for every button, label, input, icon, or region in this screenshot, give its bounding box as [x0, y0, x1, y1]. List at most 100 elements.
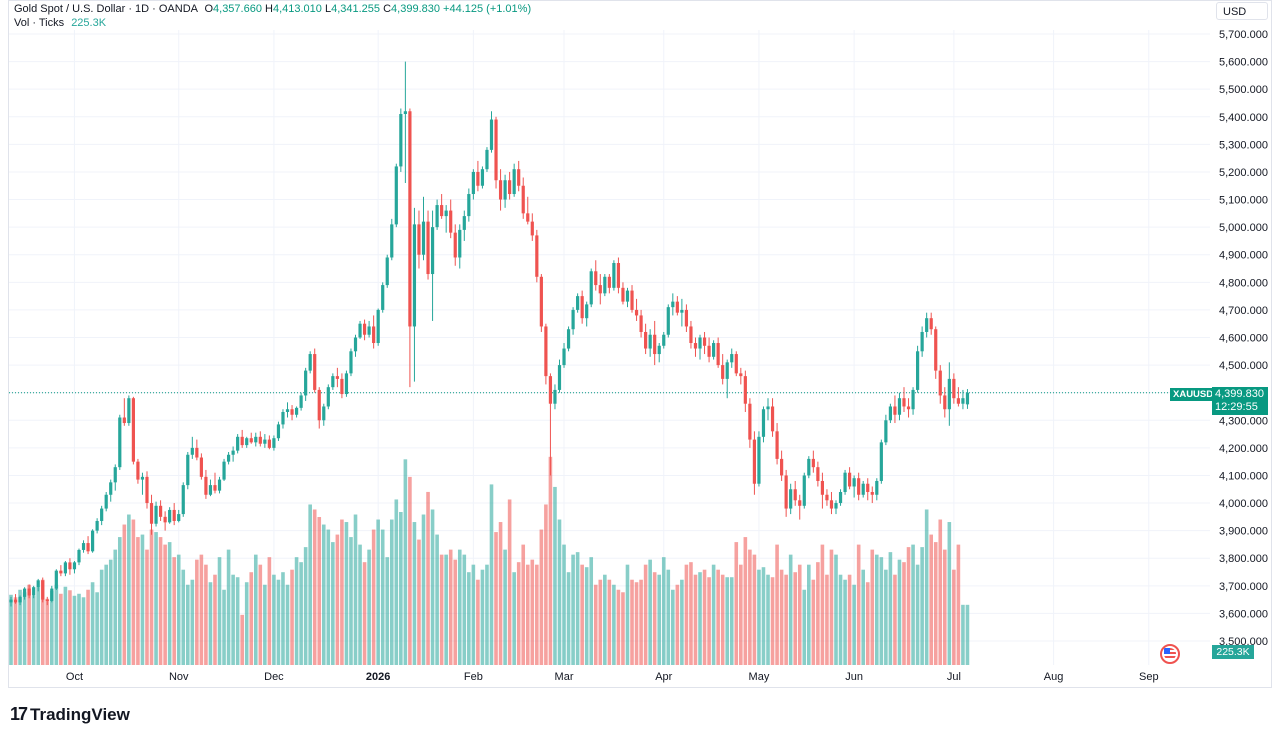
candle-body	[27, 588, 31, 596]
volume-bar	[503, 549, 507, 665]
chart-frame[interactable]	[8, 0, 1272, 688]
volume-bar	[276, 579, 281, 665]
volume-bar	[584, 567, 589, 665]
candle-body	[938, 370, 942, 396]
volume-bar	[448, 549, 453, 665]
candle-body	[730, 354, 734, 363]
volume-bar	[634, 582, 639, 665]
candle-body	[77, 549, 81, 563]
volume-bar	[489, 484, 494, 665]
candle-body	[662, 334, 666, 346]
volume-bar	[231, 574, 235, 665]
candle-body	[86, 543, 90, 552]
open-value: 4,357.660	[213, 3, 262, 15]
candle-body	[861, 483, 865, 495]
time-tick-label: 2026	[366, 671, 390, 683]
candle-body	[653, 334, 657, 355]
volume-bar	[199, 554, 204, 665]
volume-bar	[113, 549, 118, 665]
us-flag-icon[interactable]	[1160, 644, 1180, 664]
volume-bar	[353, 514, 358, 665]
volume-bar	[18, 589, 22, 665]
volume-value: 225.3K	[71, 17, 107, 29]
volume-bar	[825, 574, 829, 665]
volume-bar	[788, 554, 793, 665]
price-tick-label: 5,700.000	[1219, 29, 1268, 41]
symbol-title[interactable]: Gold Spot / U.S. Dollar · 1D · OANDA	[14, 3, 198, 15]
volume-bar	[612, 584, 616, 665]
volume-bar	[689, 562, 693, 665]
volume-bar	[77, 593, 81, 665]
logo-mark: 17	[10, 704, 28, 724]
candle-body	[888, 406, 893, 421]
candle-body	[489, 119, 494, 150]
volume-bar	[498, 522, 503, 665]
candle-body	[897, 398, 902, 415]
candle-body	[671, 301, 675, 308]
volume-bar	[729, 577, 734, 665]
volume-bar	[344, 522, 349, 665]
volume-bar	[99, 569, 104, 665]
volume-bar	[213, 574, 217, 665]
volume-bar	[267, 557, 272, 665]
candle-body	[521, 185, 525, 214]
candle-body	[421, 221, 426, 255]
price-axis: 3,500.0003,600.0003,700.0003,800.0003,90…	[1219, 29, 1268, 648]
price-tick-label: 5,100.000	[1219, 195, 1268, 207]
volume-bar	[36, 587, 40, 665]
volume-bar	[326, 529, 331, 665]
currency-unit-button[interactable]: USD	[1216, 2, 1268, 20]
volume-bar	[965, 604, 970, 665]
volume-bar	[412, 522, 417, 665]
candle-body	[68, 562, 72, 570]
time-tick-label: Oct	[66, 671, 83, 683]
volume-bar	[417, 539, 421, 665]
tradingview-logo[interactable]: 17 TradingView	[10, 704, 130, 725]
candle-body	[131, 398, 135, 462]
candle-body	[272, 438, 276, 448]
price-tick-label: 3,800.000	[1219, 553, 1268, 565]
candle-body	[952, 378, 956, 399]
candle-body	[127, 398, 131, 424]
volume-bar	[303, 547, 308, 665]
candle-body	[294, 407, 299, 415]
volume-bar	[820, 544, 825, 665]
candle-body	[725, 362, 729, 379]
candle-body	[308, 354, 312, 371]
candle-body	[13, 599, 18, 603]
volume-bar	[290, 569, 294, 665]
candle-body	[217, 479, 222, 491]
volume-bar	[154, 532, 158, 665]
volume-bar	[272, 574, 276, 665]
volume-bar	[566, 572, 571, 665]
volume-bar	[195, 559, 199, 665]
volume-bar	[485, 564, 489, 665]
volume-bar	[104, 564, 108, 665]
volume-bar	[924, 509, 929, 665]
volume-bar	[652, 572, 657, 665]
candle-body	[149, 503, 154, 524]
volume-label[interactable]: Vol · Ticks	[14, 17, 65, 29]
candle-body	[739, 373, 743, 377]
candle-body	[780, 458, 784, 476]
candle-body	[843, 472, 847, 493]
volume-bar	[131, 519, 136, 665]
volume-bar	[54, 584, 59, 665]
change-value: +44.125 (+1.01%)	[443, 3, 532, 15]
volume-bar	[843, 579, 847, 665]
candle-body	[906, 406, 911, 410]
volume-bar	[507, 499, 512, 665]
candle-body	[544, 326, 548, 377]
volume-bar	[457, 549, 462, 665]
ohlc-legend: Gold Spot / U.S. Dollar · 1D · OANDA O4,…	[14, 3, 531, 15]
candle-body	[113, 467, 117, 483]
candle-body	[458, 229, 462, 258]
volume-bar	[802, 589, 807, 665]
candle-body	[598, 285, 602, 294]
price-tick-label: 5,200.000	[1219, 167, 1268, 179]
volume-bar	[734, 542, 739, 665]
volume-bar	[163, 544, 167, 665]
volume-bar	[893, 574, 897, 665]
volume-bar	[621, 592, 625, 665]
